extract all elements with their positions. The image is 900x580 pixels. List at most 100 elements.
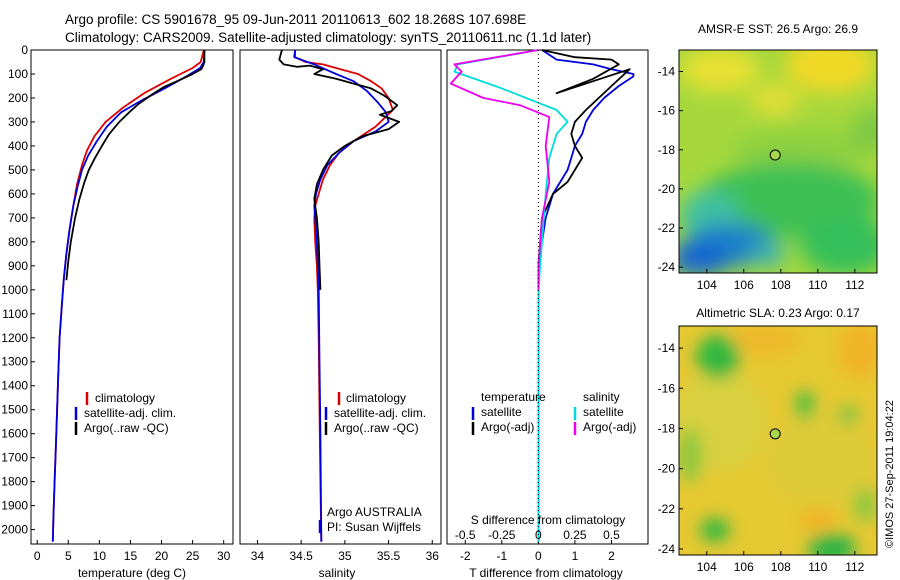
depth-tick-label: 1900 bbox=[1, 499, 28, 513]
sla-axes: 104 106 108 110 112 -14 -16 -18 -20 -22 -24 bbox=[658, 341, 865, 574]
sst-heatmap bbox=[679, 50, 877, 273]
salinity-xlabel: salinity bbox=[319, 566, 356, 580]
depth-tick-label: 1700 bbox=[1, 451, 28, 465]
s-diff-tick-label: 0 bbox=[535, 528, 542, 542]
temperature-legend: climatology satellite-adj. clim. Argo(..… bbox=[74, 391, 176, 435]
series-line-argo_s_adj bbox=[449, 49, 551, 290]
series-line-argo bbox=[537, 49, 631, 290]
difference-legend: temperature satellite Argo(-adj) salinit… bbox=[471, 390, 636, 435]
sla-map-title: Altimetric SLA: 0.23 Argo: 0.17 bbox=[696, 306, 860, 320]
map-x-tick-label: 108 bbox=[771, 278, 791, 292]
depth-tick-label: 1300 bbox=[1, 355, 28, 369]
argo-location-marker bbox=[769, 428, 781, 440]
imos-timestamp: ©IMOS 27-Sep-2011 19:04:22 bbox=[884, 400, 896, 548]
map-x-tick-label: 112 bbox=[845, 560, 864, 574]
legend-satellite-adj: satellite-adj. clim. bbox=[334, 406, 426, 420]
x-tick-label: 35 bbox=[338, 549, 352, 563]
map-x-tick-label: 106 bbox=[734, 278, 754, 292]
difference-panel-frame bbox=[446, 49, 649, 545]
t-difference-xlabel: T difference from climatology bbox=[469, 566, 623, 580]
depth-tick-label: 800 bbox=[8, 235, 28, 249]
legend-argo: Argo(..raw -QC) bbox=[334, 421, 419, 435]
s-diff-tick-label: 0.25 bbox=[563, 528, 587, 542]
x-tick-label: 2 bbox=[608, 549, 615, 563]
map-x-tick-label: 106 bbox=[734, 560, 754, 574]
series-line-satellite bbox=[537, 49, 635, 542]
argo-annotation-line2: PI: Susan Wijffels bbox=[327, 520, 421, 534]
depth-tick-label: 400 bbox=[8, 139, 28, 153]
depth-tick-label: 1100 bbox=[2, 307, 28, 321]
legend-satellite-adj: satellite-adj. clim. bbox=[84, 406, 176, 420]
map-y-tick-label: -16 bbox=[658, 381, 676, 395]
depth-tick-label: 900 bbox=[8, 259, 28, 273]
header-title: Argo profile: CS 5901678_95 09-Jun-2011 … bbox=[65, 12, 526, 27]
argo-annotation-line1: Argo AUSTRALIA bbox=[327, 505, 422, 519]
legend-s-satellite: satellite bbox=[583, 405, 624, 419]
salinity-legend: climatology satellite-adj. clim. Argo(..… bbox=[324, 391, 426, 435]
legend-s-argo: Argo(-adj) bbox=[583, 420, 636, 434]
depth-tick-label: 2000 bbox=[1, 523, 28, 537]
map-y-tick-label: -24 bbox=[658, 542, 676, 556]
argo-location-marker bbox=[769, 149, 781, 161]
legend-t-argo: Argo(-adj) bbox=[481, 420, 534, 434]
x-tick-label: 34.5 bbox=[289, 549, 313, 563]
x-tick-label: 30 bbox=[217, 549, 231, 563]
depth-tick-label: 1200 bbox=[1, 331, 28, 345]
x-tick-label: -2 bbox=[460, 549, 471, 563]
depth-tick-label: 500 bbox=[8, 163, 28, 177]
sst-map-frame bbox=[678, 49, 878, 274]
legend-climatology: climatology bbox=[95, 391, 155, 405]
temperature-xlabel: temperature (deg C) bbox=[78, 566, 186, 580]
salinity-plot: 34 34.5 35 35.5 36 bbox=[251, 49, 440, 563]
salinity-panel-frame bbox=[239, 49, 442, 545]
depth-tick-label: 100 bbox=[8, 67, 28, 81]
depth-tick-label: 600 bbox=[8, 187, 28, 201]
series-line-climatology bbox=[294, 50, 394, 542]
series-line-satellite bbox=[293, 49, 390, 542]
map-y-tick-label: -20 bbox=[658, 462, 676, 476]
depth-tick-label: 200 bbox=[8, 91, 28, 105]
series-line-satellite bbox=[51, 49, 206, 542]
x-tick-label: 0 bbox=[34, 549, 41, 563]
x-tick-label: 0 bbox=[535, 549, 542, 563]
map-x-tick-label: 104 bbox=[697, 278, 717, 292]
difference-plot: -2 -1 0 1 2 -0.5 -0.25 0 0.25 0.5 bbox=[449, 49, 635, 563]
depth-tick-label: 0 bbox=[21, 43, 28, 57]
temperature-panel-frame bbox=[30, 49, 234, 545]
map-x-tick-label: 112 bbox=[845, 278, 864, 292]
x-tick-label: 36 bbox=[426, 549, 440, 563]
x-tick-label: 1 bbox=[572, 549, 579, 563]
sst-map-title: AMSR-E SST: 26.5 Argo: 26.9 bbox=[698, 22, 858, 36]
x-tick-label: 5 bbox=[65, 549, 72, 563]
map-y-tick-label: -18 bbox=[658, 143, 676, 157]
s-difference-xlabel: S difference from climatology bbox=[471, 513, 626, 527]
depth-tick-label: 1600 bbox=[1, 427, 28, 441]
depth-axis: 0 100 200 300 400 500 600 700 800 900 1000 1100 1200… bbox=[1, 43, 35, 537]
map-y-tick-label: -16 bbox=[658, 104, 676, 118]
map-x-tick-label: 108 bbox=[771, 560, 791, 574]
legend-climatology: climatology bbox=[346, 391, 406, 405]
depth-tick-label: 1400 bbox=[1, 379, 28, 393]
s-diff-tick-label: -0.25 bbox=[488, 528, 516, 542]
sst-axes: 104 106 108 110 112 -14 -16 -18 -20 -22 -24 bbox=[658, 65, 865, 292]
x-tick-label: -1 bbox=[496, 549, 507, 563]
s-diff-tick-label: 0.5 bbox=[603, 528, 620, 542]
legend-salinity-title: salinity bbox=[583, 390, 620, 404]
series-line-argo bbox=[65, 50, 206, 281]
map-y-tick-label: -14 bbox=[658, 341, 676, 355]
map-x-tick-label: 104 bbox=[697, 560, 717, 574]
depth-tick-label: 300 bbox=[8, 115, 28, 129]
map-y-tick-label: -24 bbox=[658, 260, 676, 274]
map-x-tick-label: 110 bbox=[808, 560, 827, 574]
x-tick-label: 35.5 bbox=[377, 549, 401, 563]
map-y-tick-label: -22 bbox=[658, 221, 676, 235]
depth-tick-label: 1800 bbox=[1, 475, 28, 489]
depth-tick-label: 1500 bbox=[1, 403, 28, 417]
header-subtitle: Climatology: CARS2009. Satellite-adjuste… bbox=[65, 30, 591, 45]
x-tick-label: 25 bbox=[186, 549, 200, 563]
x-tick-label: 15 bbox=[124, 549, 138, 563]
sla-heatmap bbox=[679, 326, 877, 555]
x-tick-label: 34 bbox=[251, 549, 265, 563]
map-y-tick-label: -22 bbox=[658, 502, 676, 516]
